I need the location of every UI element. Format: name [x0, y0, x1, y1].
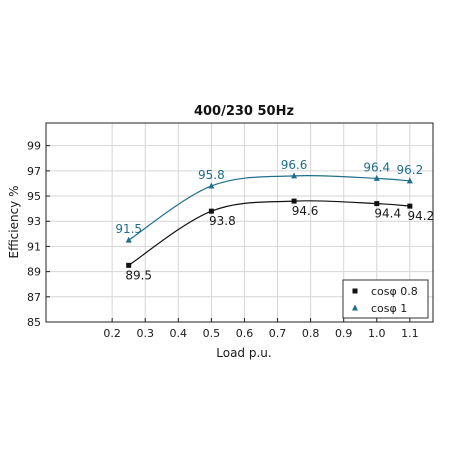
- data-point: [208, 208, 214, 214]
- x-tick-label: 1.0: [368, 327, 386, 340]
- legend-box: [342, 279, 429, 319]
- data-point: [291, 172, 298, 179]
- data-point: [291, 198, 297, 204]
- data-label: 93.8: [209, 214, 236, 228]
- y-tick-label: 95: [27, 190, 41, 203]
- data-label: 89.5: [125, 268, 152, 282]
- y-tick-label: 87: [27, 291, 41, 304]
- data-label: 94.2: [407, 209, 434, 223]
- data-label: 94.4: [374, 207, 401, 221]
- y-tick-label: 97: [27, 165, 41, 178]
- data-point: [126, 262, 132, 268]
- legend-marker: [352, 304, 358, 311]
- y-axis-ticks: 85 87 89 91 93 95 97 99: [27, 140, 50, 329]
- x-tick-label: 0.7: [269, 327, 287, 340]
- x-tick-label: 0.2: [103, 327, 121, 340]
- data-label: 94.6: [292, 204, 319, 218]
- data-label: 95.8: [198, 168, 225, 182]
- x-tick-label: 0.5: [203, 327, 221, 340]
- data-point: [208, 182, 215, 189]
- data-label: 96.4: [363, 160, 390, 174]
- series-markers: [125, 172, 413, 268]
- y-tick-label: 91: [27, 240, 41, 253]
- data-label: 91.5: [115, 222, 142, 236]
- y-tick-label: 93: [27, 215, 41, 228]
- data-labels: 89.5 93.8 94.6 94.4 94.2 91.5 95.8 96.6 96.4 96.2: [115, 158, 434, 282]
- y-tick-label: 85: [27, 316, 41, 329]
- data-point: [125, 236, 132, 243]
- y-tick-label: 89: [27, 266, 41, 279]
- y-tick-label: 99: [27, 140, 41, 153]
- data-label: 96.2: [396, 163, 423, 177]
- legend-marker: [352, 288, 358, 294]
- x-tick-label: 0.9: [335, 327, 353, 340]
- legend-label: cosφ 0.8: [371, 285, 418, 298]
- plot-frame: [45, 122, 434, 323]
- x-axis-label: Load p.u.: [216, 346, 271, 360]
- data-point: [406, 177, 413, 184]
- x-tick-label: 1.1: [401, 327, 419, 340]
- x-tick-label: 0.8: [302, 327, 320, 340]
- x-tick-label: 0.4: [170, 327, 188, 340]
- x-tick-label: 0.6: [236, 327, 254, 340]
- legend-label: cosφ 1: [371, 302, 407, 315]
- data-point: [374, 201, 380, 207]
- data-point: [373, 174, 380, 181]
- chart-title: 400/230 50Hz: [194, 104, 294, 119]
- y-axis-label: Efficiency %: [7, 185, 21, 258]
- legend: cosφ 0.8 cosφ 1: [342, 279, 429, 319]
- data-label: 96.6: [281, 158, 308, 172]
- data-point: [407, 203, 413, 209]
- x-tick-label: 0.3: [136, 327, 154, 340]
- x-axis-ticks: 0.2 0.3 0.4 0.5 0.6 0.7 0.8 0.9 1.0 1.1: [103, 318, 419, 340]
